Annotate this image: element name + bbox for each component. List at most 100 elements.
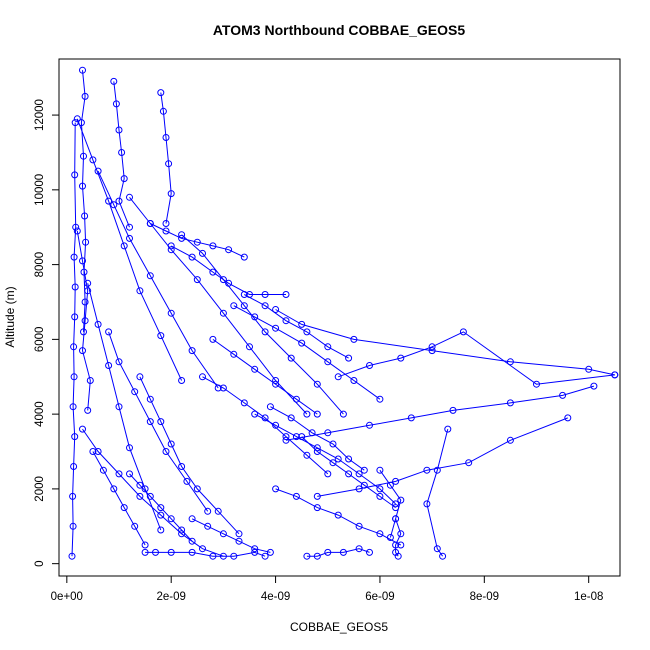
data-point (94, 320, 102, 328)
data-point (261, 328, 269, 336)
data-point (72, 223, 80, 231)
data-point (73, 227, 81, 235)
data-point (141, 541, 149, 549)
data-point (126, 444, 133, 452)
data-point (407, 414, 415, 422)
data-point (397, 530, 405, 538)
data-point (261, 302, 269, 310)
data-point (81, 92, 89, 100)
data-point (324, 470, 332, 478)
data-point (214, 507, 222, 515)
series-4 (157, 89, 175, 227)
data-point (162, 220, 170, 227)
data-point (324, 429, 332, 437)
data-point (167, 190, 175, 198)
data-point (394, 552, 402, 560)
data-point (178, 526, 186, 534)
data-point (71, 433, 79, 441)
series-17 (178, 231, 347, 418)
data-point (392, 515, 400, 523)
data-point (251, 548, 259, 556)
series-line (379, 469, 402, 538)
data-point (585, 365, 593, 373)
data-point (167, 246, 175, 254)
data-point (506, 399, 514, 407)
data-point (136, 373, 144, 381)
data-point (178, 463, 186, 470)
data-point (433, 545, 441, 553)
data-point (376, 466, 384, 474)
data-point (303, 328, 311, 336)
series-24 (298, 433, 400, 512)
series-line (285, 385, 595, 441)
data-point (366, 421, 373, 429)
data-point (152, 548, 159, 556)
data-point (308, 429, 316, 437)
series-5 (167, 242, 290, 298)
series-line (108, 331, 209, 512)
y-axis-label: Altitude (m) (3, 286, 17, 347)
data-point (126, 234, 133, 242)
series-11 (251, 410, 400, 508)
data-point (240, 399, 248, 407)
data-point (188, 347, 196, 355)
series-6 (272, 306, 619, 379)
series-line (150, 223, 245, 258)
data-point (225, 246, 233, 254)
data-point (199, 545, 206, 553)
data-point (219, 276, 227, 284)
data-point (79, 182, 86, 190)
data-point (533, 380, 540, 388)
data-point (188, 253, 196, 261)
data-point (94, 448, 102, 455)
data-point (115, 403, 123, 411)
series-35 (209, 335, 321, 418)
series-line (426, 428, 449, 557)
data-point (188, 548, 196, 556)
data-point (79, 347, 86, 355)
data-point (136, 492, 144, 500)
data-point (303, 410, 311, 418)
data-point (157, 418, 165, 426)
data-point (428, 343, 436, 351)
data-point (339, 410, 347, 418)
data-point (366, 362, 373, 369)
data-point (240, 253, 248, 261)
data-point (329, 440, 337, 448)
data-point (459, 328, 467, 336)
series-15 (303, 545, 373, 560)
x-axis-label: COBBAE_GEOS5 (290, 620, 388, 634)
data-point (115, 470, 123, 478)
data-point (105, 362, 113, 369)
data-point (199, 373, 206, 381)
data-point (162, 227, 170, 235)
data-point (79, 257, 86, 265)
data-point (376, 530, 384, 538)
series-30 (89, 448, 149, 549)
x-tick-label: 8e-09 (470, 591, 499, 603)
data-point (69, 403, 77, 411)
data-point (126, 193, 133, 201)
data-point (339, 548, 347, 556)
data-point (345, 470, 353, 478)
series-2 (77, 66, 90, 336)
data-point (193, 276, 201, 284)
data-point (209, 335, 217, 343)
x-tick-label: 1e-08 (574, 591, 603, 603)
data-point (292, 395, 300, 403)
data-point (84, 406, 92, 414)
y-tick-label: 10000 (34, 174, 46, 206)
data-point (146, 492, 154, 500)
series-line (254, 413, 396, 505)
y-tick-label: 4000 (34, 401, 46, 427)
series-line (244, 294, 349, 359)
series-28 (188, 515, 274, 556)
data-point (251, 313, 259, 321)
data-point (120, 242, 128, 250)
data-point (89, 156, 97, 164)
data-point (209, 268, 217, 276)
series-line (80, 70, 87, 332)
data-point (506, 358, 514, 366)
data-point (167, 515, 175, 523)
series-line (202, 376, 329, 475)
